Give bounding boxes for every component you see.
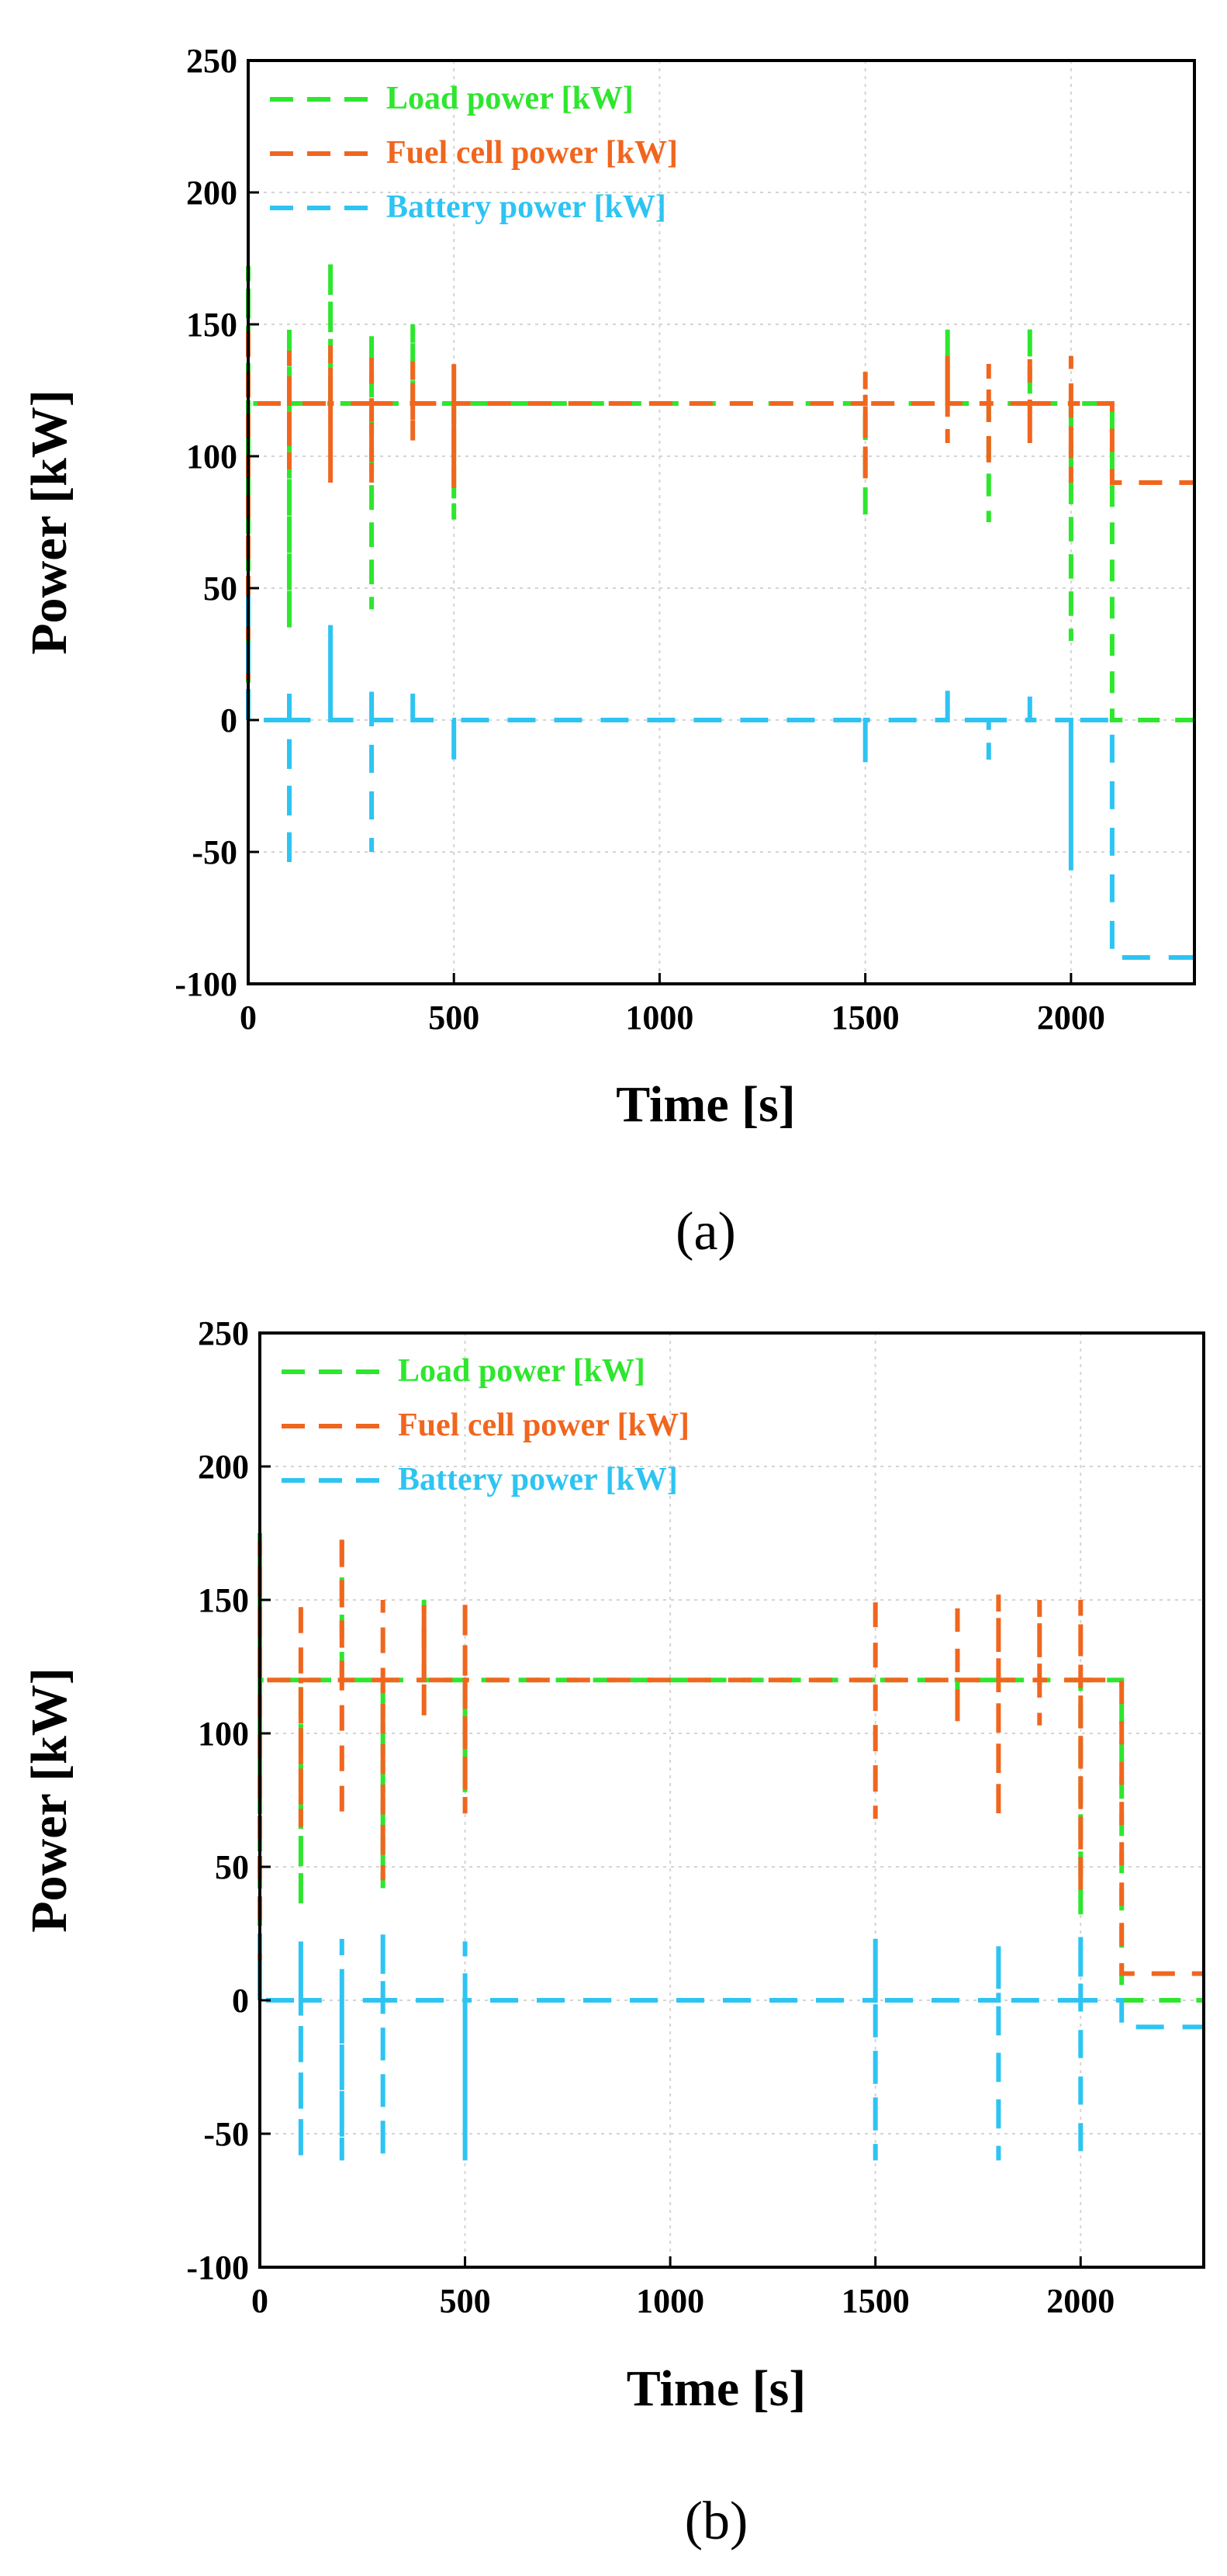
chart-b-ytick-label: 100	[198, 1715, 249, 1753]
chart-b-legend: Load power [kW] Fuel cell power [kW] Batte…	[282, 1353, 690, 1497]
chart-b-x-axis-title: Time [s]	[627, 2360, 807, 2417]
chart-b-plot-frame	[258, 1331, 1205, 2269]
chart-a-xtick-label: 2000	[1037, 999, 1105, 1037]
chart-b-series-battery	[257, 1930, 1204, 2161]
chart-a-xtick-label: 500	[428, 999, 479, 1037]
chart-b-series-fuel-cell	[257, 1533, 1204, 2000]
chart-a-legend-label: Load power [kW]	[386, 81, 634, 116]
chart-a-ytick-label: -100	[175, 965, 237, 1003]
chart-b-ytick-label: 50	[215, 1848, 249, 1886]
chart-a-ytick-label: 200	[186, 174, 237, 212]
chart-b-ytick-label: 200	[198, 1448, 249, 1486]
chart-a-series-load	[246, 261, 1194, 722]
chart-a-plot-frame	[247, 59, 1196, 985]
figure-panel-b: -100 -50 0 50 100 150 200 250 0 500 1000 1500 2000 Ti…	[0, 1288, 1227, 2576]
chart-b-xtick-label: 1000	[636, 2282, 704, 2320]
chart-a-xtick-label: 1500	[831, 999, 900, 1037]
chart-b-legend-label: Battery power [kW]	[398, 1462, 678, 1497]
chart-a-legend-label: Fuel cell power [kW]	[386, 135, 678, 171]
chart-a-y-axis-title: Power [kW]	[21, 390, 78, 655]
chart-a-legend: Load power [kW] Fuel cell power [kW] Batte…	[270, 81, 678, 225]
chart-b-y-axis-title: Power [kW]	[21, 1667, 78, 1933]
chart-b-ytick-label: -50	[203, 2115, 249, 2153]
chart-b-ytick-label: -100	[186, 2249, 249, 2287]
chart-a-x-axis-title: Time [s]	[616, 1076, 796, 1133]
chart-b-xtick-label: 1500	[842, 2282, 910, 2320]
chart-a-series-battery	[246, 588, 1194, 960]
chart-b-xtick-label: 0	[251, 2282, 268, 2320]
chart-b-panel-caption: (b)	[685, 2491, 748, 2551]
chart-b-svg: -100 -50 0 50 100 150 200 250 0 500 1000 1500 2000 Ti…	[21, 1314, 1205, 2551]
chart-a-ytick-label: 50	[203, 570, 237, 608]
chart-a-xtick-label: 1000	[625, 999, 693, 1037]
chart-a-ytick-label: 0	[220, 701, 237, 739]
chart-b-series-load	[257, 1533, 1204, 2003]
chart-a-ytick-label: 150	[186, 306, 237, 344]
chart-b-xtick-label: 2000	[1046, 2282, 1115, 2320]
chart-a-ytick-label: 100	[186, 438, 237, 476]
chart-b-legend-label: Load power [kW]	[398, 1353, 645, 1389]
chart-a-series-fuel-cell	[246, 324, 1194, 720]
chart-a-panel-caption: (a)	[676, 1202, 736, 1262]
chart-a-ytick-label: 250	[186, 42, 237, 80]
chart-a-legend-label: Battery power [kW]	[386, 189, 666, 225]
chart-a-svg: -100 -50 0 50 100 150 200 250 0 500 1000 1500 2000 Ti…	[21, 42, 1196, 1262]
figure-panel-a: -100 -50 0 50 100 150 200 250 0 500 1000 1500 2000 Ti…	[21, 42, 1196, 1262]
chart-b-ytick-label: 150	[198, 1581, 249, 1619]
chart-b-ytick-label: 250	[198, 1314, 249, 1352]
chart-b-legend-label: Fuel cell power [kW]	[398, 1407, 690, 1443]
chart-a-xtick-label: 0	[240, 999, 257, 1037]
chart-b-ytick-label: 0	[232, 1982, 249, 2020]
chart-b-xtick-label: 500	[440, 2282, 491, 2320]
chart-a-ytick-label: -50	[192, 833, 237, 871]
